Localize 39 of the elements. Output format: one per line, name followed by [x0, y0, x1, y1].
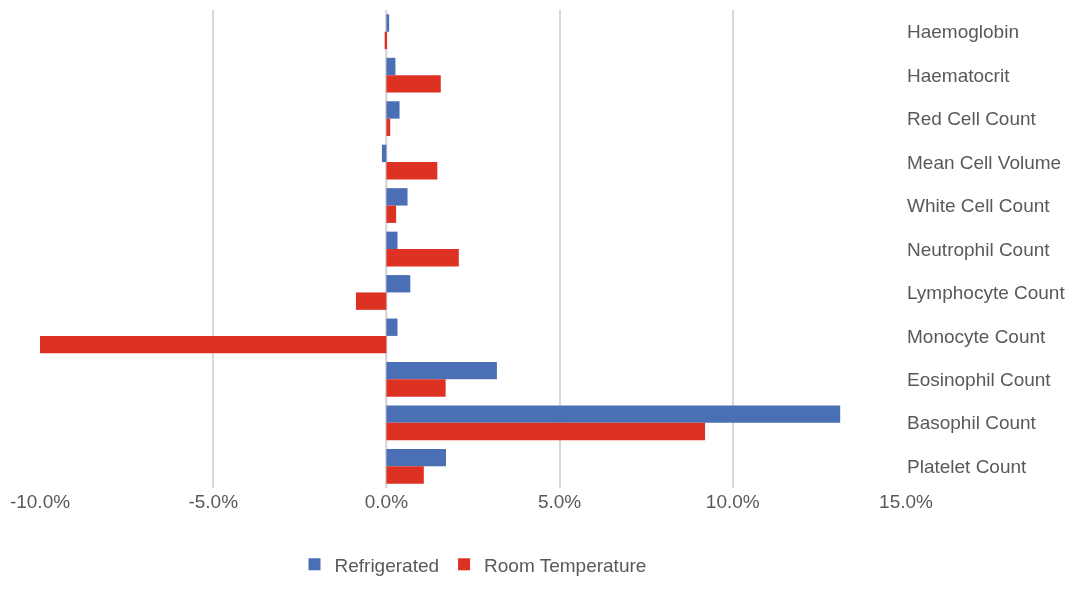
bar	[386, 275, 411, 293]
y-tick-label: White Cell Count	[907, 195, 1051, 217]
bar	[355, 292, 387, 310]
y-tick-label: Basophil Count	[907, 412, 1037, 434]
y-tick-label: Mean Cell Volume	[907, 151, 1062, 173]
x-tick-label: 15.0%	[879, 491, 934, 512]
y-tick-label: Haemoglobin	[907, 21, 1019, 43]
bar	[386, 57, 396, 76]
y-tick-label: Red Cell Count	[907, 108, 1037, 130]
bar	[386, 249, 459, 267]
bar	[386, 361, 497, 380]
bar	[386, 188, 408, 206]
y-tick-label: Neutrophil Count	[907, 238, 1051, 260]
bar	[386, 448, 446, 467]
bar	[386, 101, 400, 119]
bar	[386, 231, 398, 249]
bar	[386, 75, 441, 93]
bar	[386, 14, 390, 32]
bar	[386, 118, 391, 137]
bar	[40, 335, 387, 354]
y-tick-label: Haematocrit	[907, 64, 1011, 86]
y-tick-label: Lymphocyte Count	[907, 282, 1066, 304]
x-tick-label: -10.0%	[9, 491, 71, 512]
bar	[386, 205, 397, 223]
x-tick-label: 10.0%	[705, 491, 760, 512]
bar	[386, 422, 706, 441]
bar	[386, 318, 398, 336]
y-tick-label: Platelet Count	[907, 455, 1028, 477]
y-tick-label: Monocyte Count	[907, 325, 1047, 347]
legend-label: Room Temperature	[484, 554, 647, 576]
bar	[386, 405, 841, 423]
x-tick-label: 5.0%	[537, 491, 582, 512]
bar	[386, 379, 446, 397]
x-tick-label: 0.0%	[364, 491, 409, 512]
bar	[386, 162, 438, 180]
legend-label: Refrigerated	[334, 554, 440, 576]
bar	[386, 466, 424, 484]
y-tick-label: Eosinophil Count	[907, 369, 1052, 391]
x-tick-label: -5.0%	[188, 491, 239, 512]
